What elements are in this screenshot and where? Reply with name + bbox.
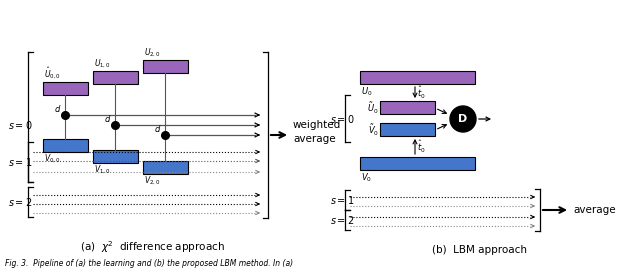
Text: Fig. 3.  Pipeline of (a) the learning and (b) the proposed LBM method. In (a): Fig. 3. Pipeline of (a) the learning and…	[5, 259, 293, 268]
Text: $V_{2,0}$: $V_{2,0}$	[144, 175, 161, 187]
Text: $V_0$: $V_0$	[361, 172, 372, 184]
Text: $s=1$: $s=1$	[8, 156, 32, 168]
Text: $s=2$: $s=2$	[330, 214, 355, 226]
Text: (b)  LBM approach: (b) LBM approach	[433, 245, 527, 255]
FancyBboxPatch shape	[360, 71, 475, 84]
FancyBboxPatch shape	[93, 150, 138, 163]
Text: $s=2$: $s=2$	[8, 196, 32, 208]
FancyBboxPatch shape	[43, 139, 88, 152]
Text: $d$: $d$	[154, 123, 161, 134]
FancyBboxPatch shape	[43, 82, 88, 95]
Text: $s=0$: $s=0$	[8, 119, 33, 131]
Text: $s=1$: $s=1$	[330, 194, 355, 206]
Text: $\hat{t}_0$: $\hat{t}_0$	[417, 139, 426, 155]
Text: $U_{1,0}$: $U_{1,0}$	[94, 58, 111, 70]
Text: $d$: $d$	[54, 103, 61, 114]
Text: average: average	[573, 205, 616, 215]
Text: $s=0$: $s=0$	[330, 113, 355, 125]
Text: (a)  $\chi^2$  difference approach: (a) $\chi^2$ difference approach	[79, 239, 225, 255]
Text: $d$: $d$	[104, 113, 111, 124]
FancyBboxPatch shape	[360, 157, 475, 170]
Text: D: D	[458, 114, 468, 124]
Text: $\tilde{U}_0$: $\tilde{U}_0$	[367, 100, 379, 116]
Text: $\hat{t}_0$: $\hat{t}_0$	[417, 85, 426, 101]
Text: weighted
average: weighted average	[293, 120, 341, 144]
Text: $U_0$: $U_0$	[361, 86, 372, 98]
FancyBboxPatch shape	[380, 123, 435, 136]
FancyBboxPatch shape	[143, 60, 188, 73]
Text: $V_{1,0}$: $V_{1,0}$	[94, 164, 111, 176]
FancyBboxPatch shape	[380, 101, 435, 114]
Text: $\tilde{V}_0$: $\tilde{V}_0$	[368, 122, 379, 138]
FancyBboxPatch shape	[93, 71, 138, 84]
Text: $V_{0,0}$: $V_{0,0}$	[44, 153, 60, 165]
FancyBboxPatch shape	[143, 161, 188, 174]
Text: $U_{2,0}$: $U_{2,0}$	[144, 47, 161, 59]
Circle shape	[450, 106, 476, 132]
Text: $\hat{U}_{0,0}$: $\hat{U}_{0,0}$	[44, 65, 61, 81]
